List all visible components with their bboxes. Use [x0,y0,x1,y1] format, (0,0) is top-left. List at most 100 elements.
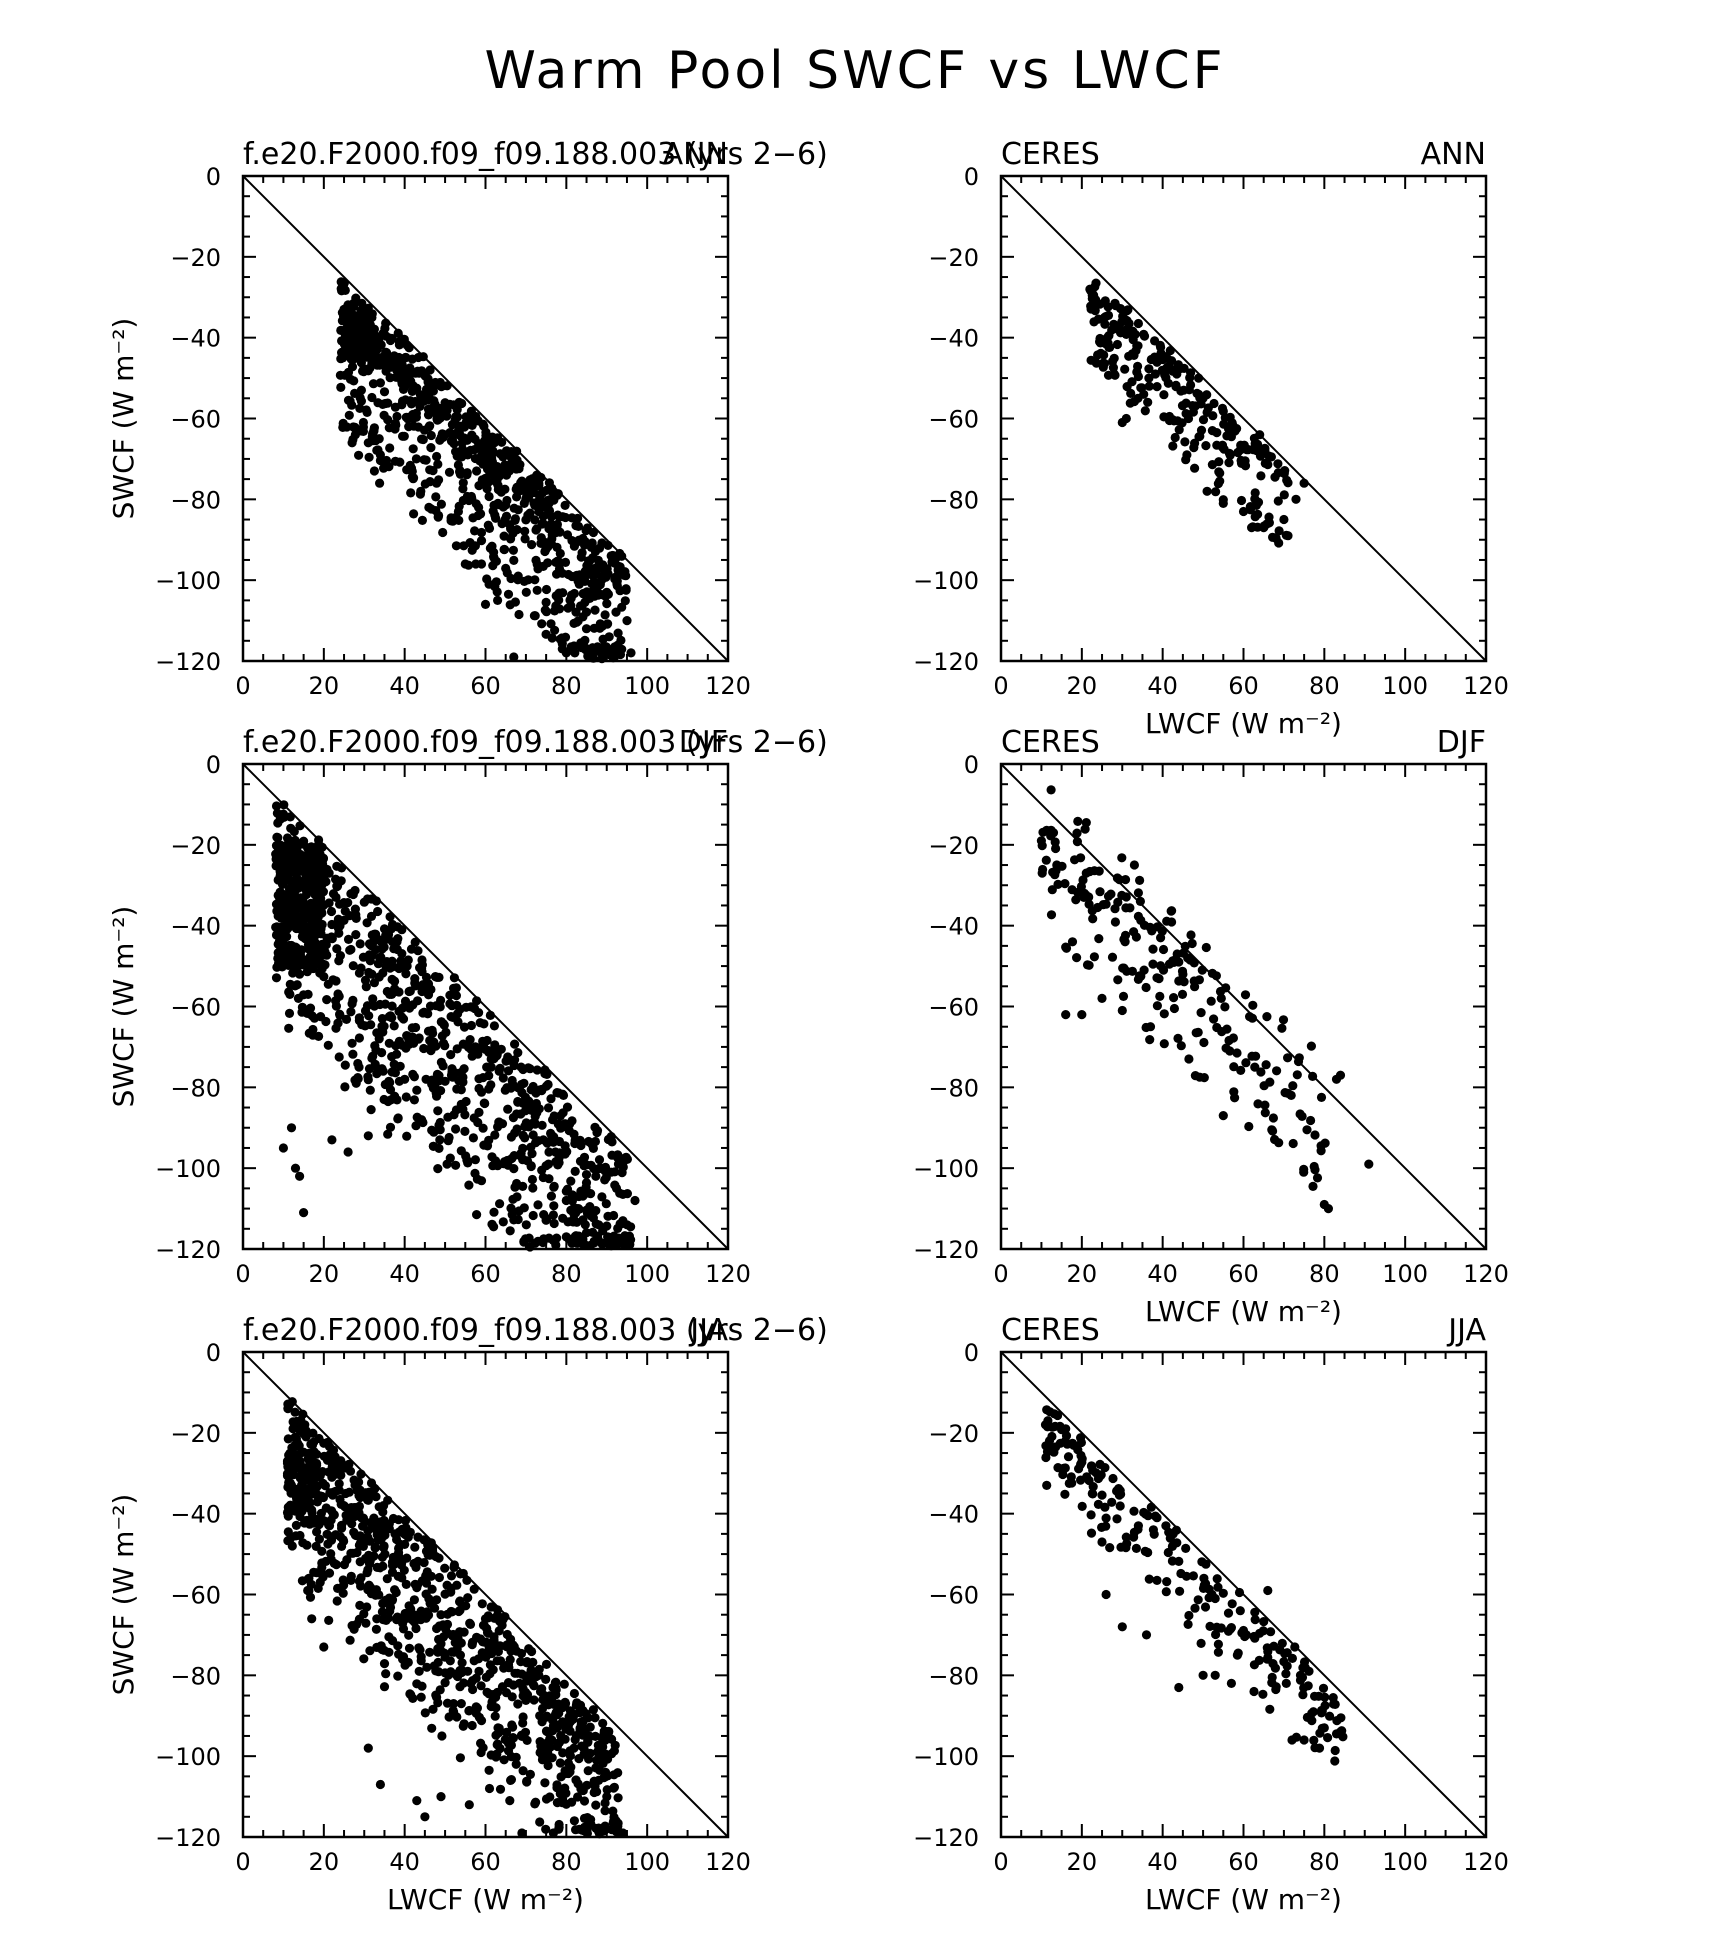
scatter-point [1072,953,1082,963]
scatter-point [485,1010,495,1021]
scatter-point [531,1088,541,1098]
scatter-point [1052,860,1062,870]
scatter-point [379,387,390,397]
scatter-point [284,1023,294,1033]
scatter-point [369,466,379,476]
scatter-point [435,1125,445,1135]
scatter-point [1133,341,1143,351]
scatter-point [1095,887,1105,897]
scatter-point [305,861,316,871]
scatter-point [1260,1108,1270,1118]
scatter-point [511,1759,521,1769]
scatter-point [1196,1008,1206,1018]
scatter-point [1232,1048,1242,1058]
scatter-point [384,1524,394,1534]
scatter-point [341,1488,351,1499]
scatter-point [1133,361,1143,371]
scatter-point [362,894,373,904]
scatter-point [360,327,370,337]
scatter-point [476,1087,487,1097]
scatter-point [1210,1593,1220,1604]
scatter-point [1303,1681,1313,1691]
scatter-point [1262,1012,1272,1022]
scatter-point [1227,418,1237,428]
scatter-point [1236,495,1247,506]
scatter-point [600,1806,610,1816]
scatter-point [505,1226,515,1236]
scatter-point [1290,1642,1300,1652]
scatter-point [1249,1686,1259,1697]
scatter-point [438,381,448,391]
scatter-point [491,513,501,523]
scatter-point [327,1446,337,1456]
scatter-point [519,1203,529,1213]
scatter-point [1223,1608,1234,1618]
scatter-point [398,396,408,406]
scatter-point [424,422,434,432]
scatter-point [368,428,378,439]
scatter-point [273,924,283,934]
x-tick-label: 100 [624,1260,670,1288]
scatter-point [339,1501,349,1511]
scatter-point [602,1785,612,1795]
panel-title-left: CERES [1001,137,1100,172]
x-tick-label: 40 [1147,1848,1178,1876]
scatter-point [1310,1130,1320,1140]
scatter-point [588,527,599,538]
scatter-point [354,1062,364,1072]
scatter-point [356,385,366,395]
scatter-point [610,1240,620,1250]
scatter-point [570,1735,580,1745]
scatter-point [573,1792,583,1802]
scatter-point [548,1715,558,1725]
scatter-point [1256,471,1266,481]
scatter-point [524,1644,534,1654]
scatter-point [474,1107,484,1117]
scatter-point [327,1135,337,1145]
x-tick-label: 40 [1147,1260,1178,1288]
scatter-point [613,628,623,638]
scatter-point [412,1085,422,1095]
scatter-point [1158,944,1169,955]
scatter-point [554,1737,565,1747]
scatter-point [401,1092,411,1102]
scatter-point [597,1192,607,1202]
scatter-point [495,1641,505,1651]
scatter-point [1140,1546,1150,1556]
scatter-point [1150,369,1160,379]
x-tick-label: 40 [389,1260,420,1288]
y-tick-label: −40 [928,913,979,941]
scatter-point [1061,942,1071,952]
scatter-point [331,1560,341,1570]
scatter-point [1263,1585,1273,1596]
y-tick-label: −40 [170,1501,221,1529]
scatter-point [540,605,550,615]
scatter-point [437,1731,447,1741]
scatter-point [1174,425,1184,435]
scatter-point [387,1567,398,1577]
scatter-point [1180,437,1190,447]
scatter-point [487,432,497,442]
scatter-point [436,1792,446,1802]
scatter-point [476,527,487,538]
scatter-point [1162,363,1172,373]
scatter-point [385,1085,396,1095]
scatter-point [1299,1735,1309,1745]
scatter-point [389,1059,399,1069]
scatter-point [362,1001,373,1011]
scatter-point [535,504,545,514]
y-tick-label: −40 [170,913,221,941]
scatter-point [580,597,590,608]
scatter-point [1292,1070,1302,1080]
scatter-point [469,1656,479,1666]
scatter-point [560,632,571,642]
scatter-point [351,293,361,303]
scatter-point [321,1503,331,1513]
scatter-point [612,581,622,591]
scatter-point [358,417,368,428]
scatter-point [497,1119,508,1129]
scatter-point [575,1156,586,1166]
scatter-point [436,499,446,509]
scatter-point [332,1596,342,1606]
scatter-point [440,398,450,408]
